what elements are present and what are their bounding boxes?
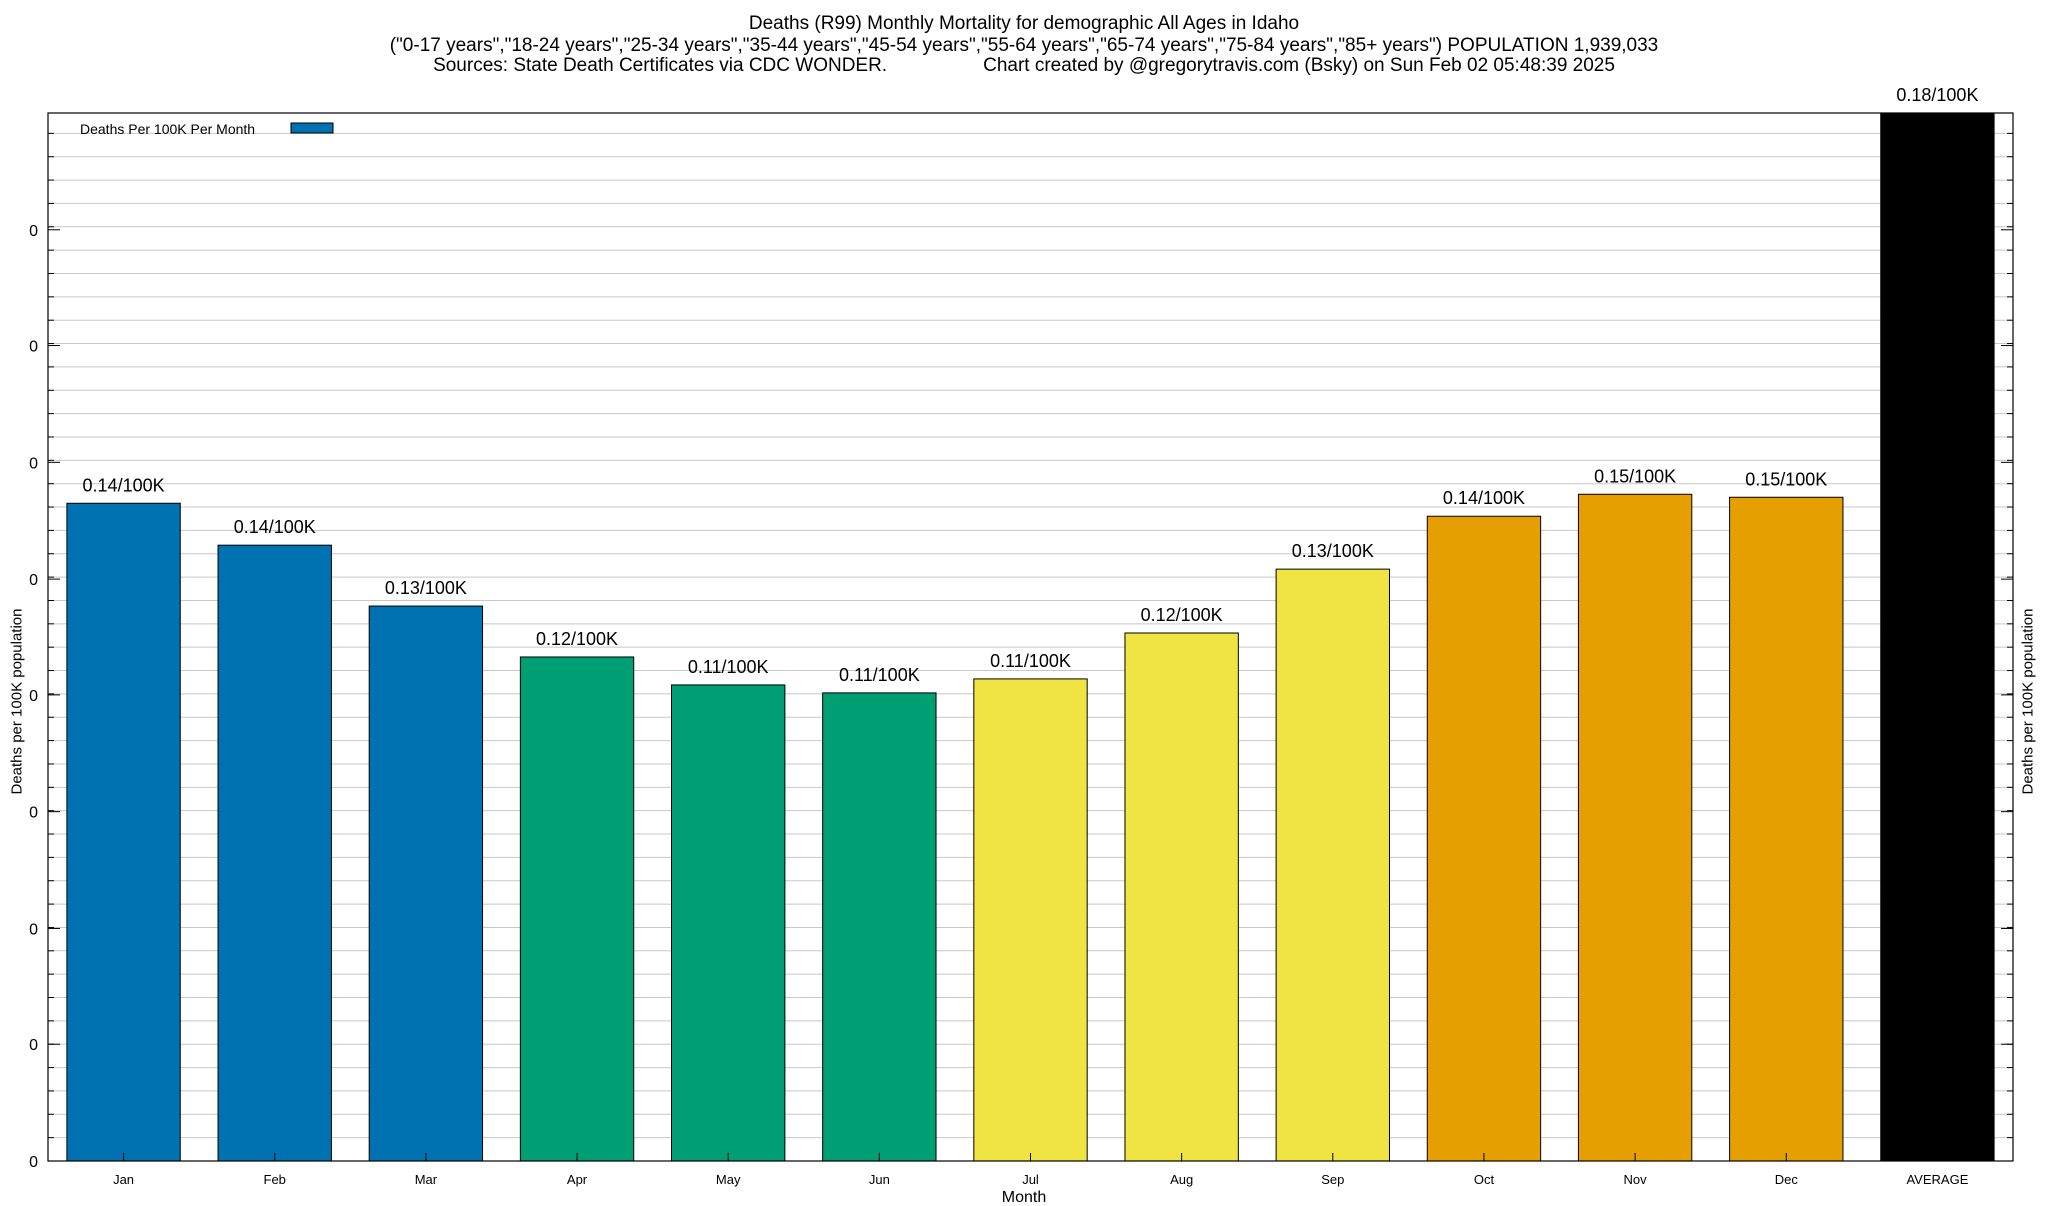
bar-may [671,684,786,1162]
y-tick-label: 0 [29,455,38,472]
bar-apr [519,656,635,1162]
legend-swatch [290,122,334,134]
y-tick-label: 0 [29,1037,38,1054]
bar-data-label: 0.12/100K [1141,605,1223,625]
x-tick-label: Jan [113,1172,134,1187]
x-tick-label: AVERAGE [1906,1172,1968,1187]
x-tick-label: Jun [869,1172,890,1187]
bar-data-label: 0.11/100K [990,651,1071,671]
y-axis-label-right: Deaths per 100K population [2019,608,2037,795]
y-tick-label: 0 [29,572,38,589]
bar-data-label: 0.14/100K [83,475,165,495]
bar-data-label: 0.15/100K [1745,469,1827,489]
bar-nov [1577,493,1693,1162]
bar-mar [368,605,484,1162]
bar-data-label: 0.18/100K [1896,85,1978,105]
chart-sources-credit: Sources: State Death Certificates via CD… [0,55,2048,77]
x-tick-label: Jul [1022,1172,1039,1187]
x-tick-label: Sep [1321,1172,1344,1187]
x-tick-label: Apr [567,1172,588,1187]
x-tick-label: May [716,1172,741,1187]
bar-data-label: 0.12/100K [536,629,618,649]
bar-feb [217,544,332,1162]
bar-aug [1124,632,1239,1162]
bar-data-label: 0.13/100K [1292,541,1374,561]
bar-average [1880,112,1995,1162]
bar-data-label: 0.14/100K [234,517,316,537]
legend-label: Deaths Per 100K Per Month [80,121,255,137]
chart-sources: Sources: State Death Certificates via CD… [433,55,888,76]
y-tick-label: 0 [29,805,38,822]
x-tick-label: Dec [1775,1172,1799,1187]
x-tick-label: Aug [1170,1172,1193,1187]
y-tick-label: 0 [29,223,38,240]
bar-sep [1275,568,1390,1162]
bar-dec [1729,496,1844,1162]
bar-data-label: 0.14/100K [1443,488,1525,508]
chart-title: Deaths (R99) Monthly Mortality for demog… [748,13,1300,34]
plot-frame [47,112,2014,1162]
chart-subtitle: ("0-17 years","18-24 years","25-34 years… [389,35,1659,56]
y-tick-label: 0 [29,1154,38,1171]
y-tick-label: 0 [29,688,38,705]
y-axis-label-left: Deaths per 100K population [8,608,26,795]
x-tick-label: Oct [1474,1172,1495,1187]
chart-credit: Chart created by @gregorytravis.com (Bsk… [983,55,1615,76]
bar-jun [822,692,937,1162]
bar-oct [1426,515,1542,1162]
bar-data-label: 0.15/100K [1594,466,1676,486]
bar-jan [66,502,181,1162]
bar-data-label: 0.11/100K [839,665,920,685]
bar-data-label: 0.13/100K [385,578,467,598]
x-axis-label: Month [1001,1189,1047,1206]
y-tick-label: 0 [29,339,38,356]
x-tick-label: Nov [1624,1172,1648,1187]
x-tick-label: Feb [264,1172,286,1187]
bar-data-label: 0.11/100K [688,657,769,677]
bar-jul [973,678,1088,1162]
y-tick-label: 0 [29,921,38,938]
x-tick-label: Mar [415,1172,438,1187]
